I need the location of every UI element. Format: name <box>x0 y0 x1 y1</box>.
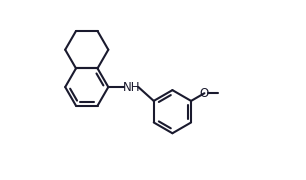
Text: O: O <box>200 87 209 100</box>
Text: NH: NH <box>123 81 140 94</box>
